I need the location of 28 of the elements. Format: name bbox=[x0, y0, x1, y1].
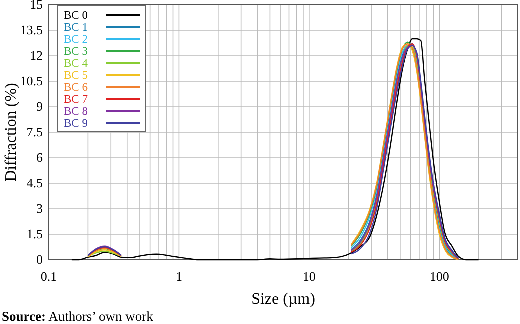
y-tick-label: 4.5 bbox=[26, 176, 43, 191]
legend-label: BC 3 bbox=[64, 46, 88, 58]
source-note: Source: Authors’ own work bbox=[2, 309, 154, 324]
legend-label: BC 9 bbox=[64, 118, 88, 130]
legend-label: BC 8 bbox=[64, 106, 88, 118]
y-tick-label: 0 bbox=[36, 252, 43, 268]
legend-label: BC 7 bbox=[64, 94, 88, 106]
x-tick-label: 0.1 bbox=[40, 269, 58, 284]
legend-label: BC 0 bbox=[64, 10, 88, 22]
legend-label: BC 1 bbox=[64, 22, 88, 34]
legend-label: BC 6 bbox=[64, 82, 88, 94]
y-tick-label: 1.5 bbox=[26, 226, 43, 242]
x-tick-label: 1 bbox=[176, 269, 182, 284]
y-tick-label: 13.5 bbox=[20, 22, 43, 38]
x-tick-label: 10 bbox=[302, 269, 316, 284]
x-axis-title: Size (µm) bbox=[252, 291, 316, 308]
x-tick-label: 100 bbox=[430, 269, 450, 284]
y-tick-label: 12 bbox=[30, 48, 43, 64]
legend-label: BC 5 bbox=[64, 70, 88, 82]
y-tick-label: 7.5 bbox=[26, 124, 43, 140]
legend-label: BC 2 bbox=[64, 34, 88, 46]
y-axis-title: Diffraction (%) bbox=[3, 83, 20, 182]
y-tick-label: 10.5 bbox=[20, 74, 43, 89]
y-tick-label: 15 bbox=[30, 0, 43, 12]
y-tick-label: 9 bbox=[36, 99, 43, 114]
y-tick-label: 6 bbox=[36, 150, 44, 166]
legend-label: BC 4 bbox=[64, 58, 88, 70]
y-tick-label: 3 bbox=[36, 201, 43, 216]
